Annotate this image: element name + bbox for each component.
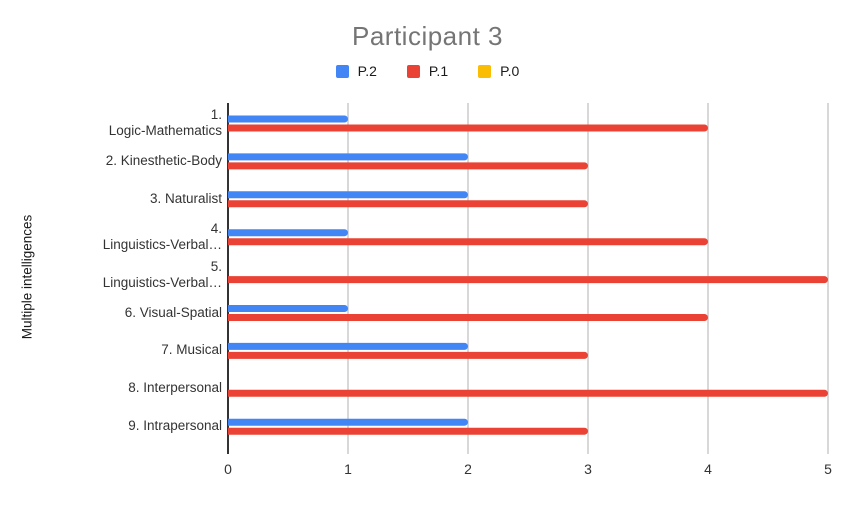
bar-P-1-cat6[interactable]: P.1: 4 <box>228 314 708 321</box>
category-label: 6. Visual-Spatial <box>124 304 222 320</box>
legend-item-P-1[interactable]: P.1 <box>406 63 449 79</box>
legend-item-P-0[interactable]: P.0 <box>478 63 519 79</box>
category-label: 4. Linguistics-Verbal… <box>102 220 222 252</box>
x-tick-label: 5 <box>824 461 832 477</box>
category-label: 2. Kinesthetic-Body <box>105 152 222 168</box>
chart-title: Participant 3 <box>351 21 504 51</box>
category-label: 5. Linguistics-Verbal… <box>102 258 222 290</box>
bar-P-2-cat7[interactable]: P.2: 2 <box>228 342 469 350</box>
legend-swatch-icon <box>406 64 420 78</box>
category-label: 1. Logic-Mathematics <box>108 107 222 138</box>
x-tick-label: 2 <box>464 461 472 477</box>
bar-P-1-cat4[interactable]: P.1: 4 <box>228 238 708 246</box>
legend-swatch-icon <box>478 64 492 78</box>
category-label: 7. Musical <box>161 342 222 358</box>
category-label: 3. Naturalist <box>149 190 222 206</box>
legend-label: P.2 <box>357 63 377 79</box>
legend-item-P-2[interactable]: P.2 <box>335 63 377 79</box>
legend-swatch-icon <box>335 64 349 78</box>
x-tick-label: 3 <box>584 461 592 477</box>
bar-P-1-cat8[interactable]: P.1: 5 <box>228 389 828 397</box>
bar-P-1-cat5[interactable]: P.1: 5 <box>228 276 828 284</box>
x-tick-label: 0 <box>224 461 232 477</box>
bar-P-2-cat4[interactable]: P.2: 1 <box>228 229 348 237</box>
legend-label: P.1 <box>428 63 449 79</box>
bar-P-1-cat1[interactable]: P.1: 4 <box>228 124 708 132</box>
bar-P-1-cat7[interactable]: P.1: 3 <box>228 351 588 359</box>
bar-P-2-cat3[interactable]: P.2: 2 <box>228 191 469 199</box>
bar-P-2-cat9[interactable]: P.2: 2 <box>228 418 469 426</box>
bar-P-1-cat9[interactable]: P.1: 3 <box>228 427 588 435</box>
bar-P-1-cat2[interactable]: P.1: 3 <box>228 162 588 170</box>
x-tick-label: 4 <box>704 461 712 477</box>
legend-label: P.0 <box>500 63 520 79</box>
bar-P-2-cat6[interactable]: P.2: 1 <box>228 305 348 312</box>
bar-P-2-cat2[interactable]: P.2: 2 <box>228 153 469 161</box>
category-label: 8. Interpersonal <box>128 380 222 396</box>
legend: P.2 P.1 P.0 <box>0 63 855 79</box>
bar-P-1-cat3[interactable]: P.1: 3 <box>228 200 588 208</box>
category-label: 9. Intrapersonal <box>128 418 222 434</box>
x-tick-label: 1 <box>344 461 352 477</box>
bar-P-2-cat1[interactable]: P.2: 1 <box>228 115 348 123</box>
